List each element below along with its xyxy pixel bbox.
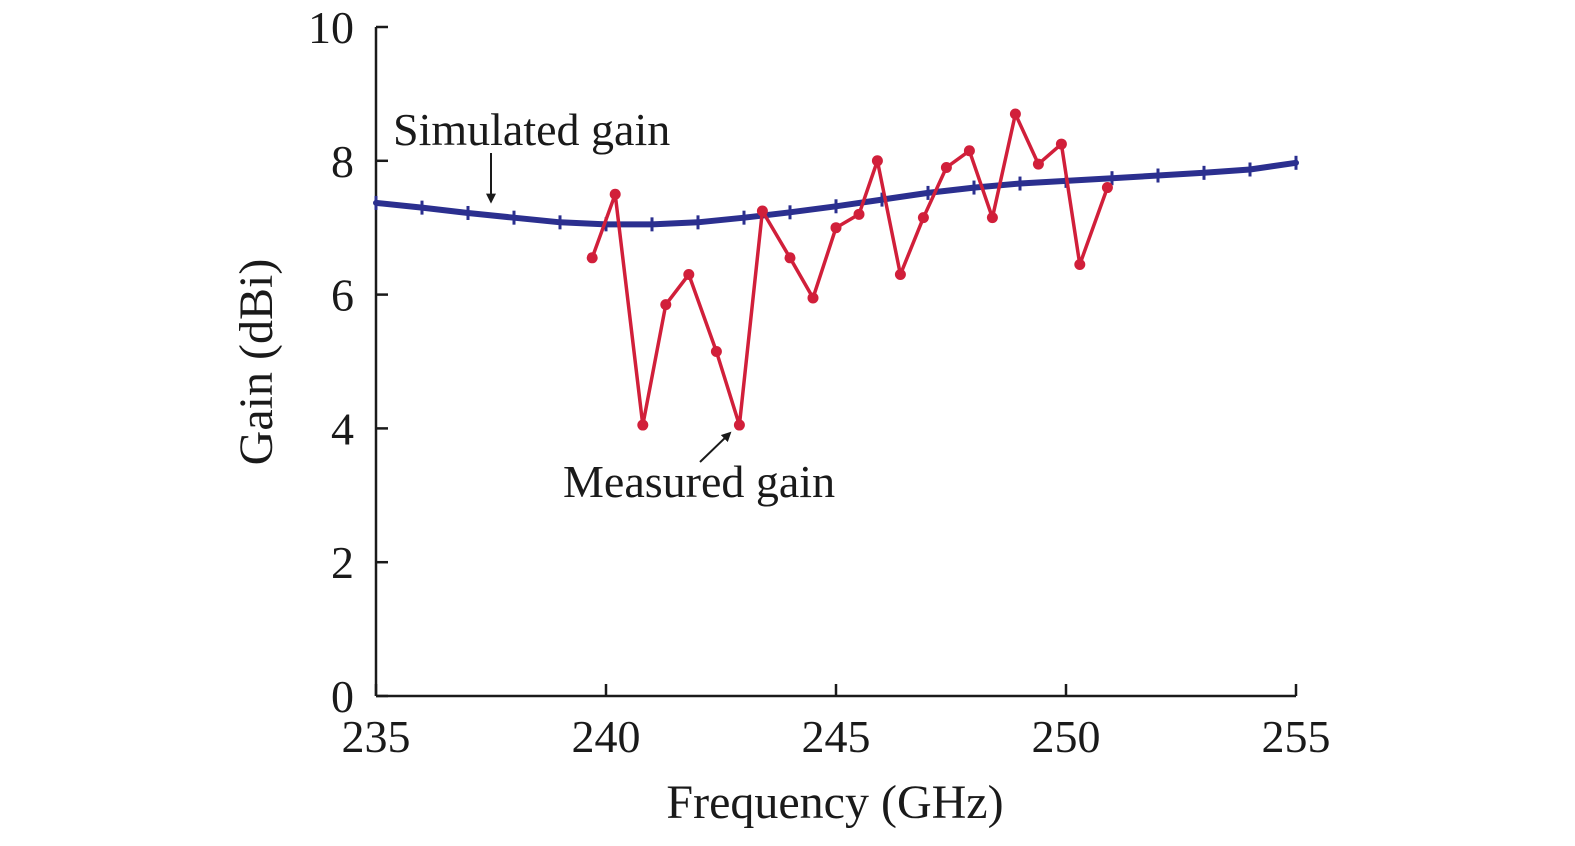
y-tick-label: 4 [331, 403, 354, 454]
measured-gain-point [683, 269, 695, 281]
x-tick-label: 255 [1262, 711, 1331, 762]
measured-gain-point [756, 205, 768, 217]
x-axis-label: Frequency (GHz) [666, 776, 1003, 829]
x-tick-label: 245 [802, 711, 871, 762]
measured-gain-point [917, 212, 929, 224]
axes: 235 240 245 250 255 0 2 4 6 8 10 [308, 2, 1331, 762]
y-axis-label: Gain (dBi) [230, 259, 283, 466]
measured-gain-point [807, 292, 819, 304]
measured-gain-point [1074, 258, 1086, 270]
measured-gain-point [609, 188, 621, 200]
y-tick-label: 2 [331, 537, 354, 588]
measured-gain-point [830, 222, 842, 234]
measured-gain-point [940, 161, 952, 173]
measured-gain-point [894, 269, 906, 281]
series-group [373, 108, 1299, 431]
y-tick-label: 8 [331, 136, 354, 187]
annotations: Simulated gain Measured gain [393, 104, 835, 507]
measured-gain-point [963, 145, 975, 157]
y-tick-label: 6 [331, 270, 354, 321]
measured-gain-point [1032, 158, 1044, 170]
measured-gain-point [784, 252, 796, 264]
measured-gain-point [586, 252, 598, 264]
measured-gain-point [710, 345, 722, 357]
measured-gain-point [1009, 108, 1021, 120]
measured-gain-point [733, 419, 745, 431]
measured-gain-point [637, 419, 649, 431]
y-tick-label: 0 [331, 671, 354, 722]
measured-gain-line [590, 112, 1110, 427]
measured-gain-point [871, 155, 883, 167]
x-tick-label: 250 [1032, 711, 1101, 762]
x-tick-label: 240 [572, 711, 641, 762]
measured-gain-point [1101, 182, 1113, 194]
measured-gain-arrow [699, 431, 732, 463]
measured-gain-point [853, 208, 865, 220]
simulated-gain-annotation: Simulated gain [393, 104, 670, 155]
measured-gain-annotation: Measured gain [563, 456, 835, 507]
y-tick-label: 10 [308, 2, 354, 53]
measured-gain-point [660, 299, 672, 311]
measured-gain-point [986, 212, 998, 224]
measured-gain-point [1055, 138, 1067, 150]
x-tick-label: 235 [342, 711, 411, 762]
